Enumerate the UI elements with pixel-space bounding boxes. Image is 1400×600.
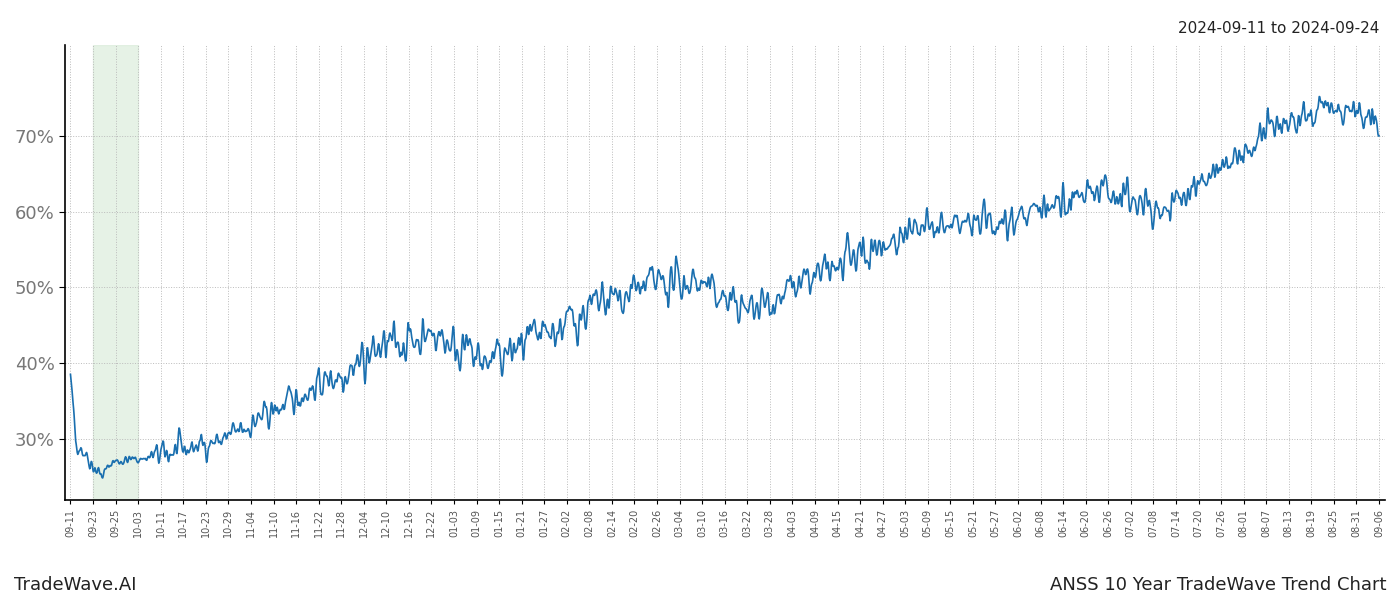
Text: ANSS 10 Year TradeWave Trend Chart: ANSS 10 Year TradeWave Trend Chart — [1050, 576, 1386, 594]
Bar — [92, 45, 139, 500]
Text: 2024-09-11 to 2024-09-24: 2024-09-11 to 2024-09-24 — [1177, 21, 1379, 36]
Text: TradeWave.AI: TradeWave.AI — [14, 576, 137, 594]
